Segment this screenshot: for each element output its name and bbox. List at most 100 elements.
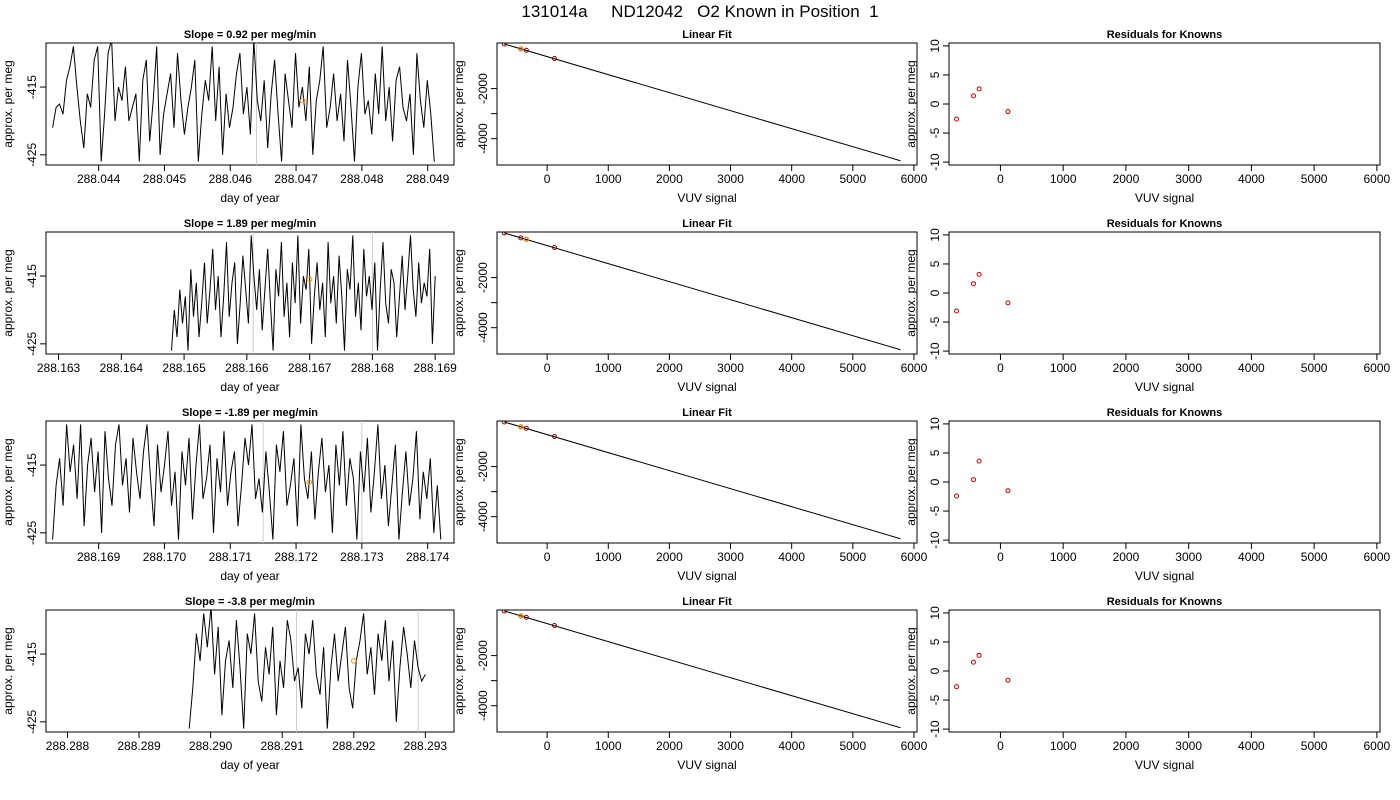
y-tick-label: 10 — [928, 417, 942, 431]
y-tick-label: -425 — [25, 521, 39, 545]
y-tick-label: 0 — [928, 478, 942, 485]
panel-r1-c1: Slope = 0.92 per meg/min day of year appro… — [1, 29, 455, 205]
y-axis-label: approx. per meg — [1, 438, 15, 525]
x-tick-label: 2000 — [1113, 550, 1140, 564]
x-tick-label: 288.163 — [37, 361, 81, 375]
y-tick-label: -2000 — [476, 451, 490, 482]
y-axis-label: approx. per meg — [1, 249, 15, 336]
x-tick-label: 288.288 — [46, 739, 90, 753]
y-tick-label: -415 — [25, 642, 39, 666]
x-tick-label: 5000 — [1301, 739, 1328, 753]
y-axis-label: approx. per meg — [1, 627, 15, 714]
x-tick-label: 0 — [544, 550, 551, 564]
x-tick-label: 288.172 — [274, 550, 318, 564]
highlight-point — [523, 236, 530, 242]
y-tick-label: 5 — [928, 260, 942, 267]
x-tick-label: 288.290 — [189, 739, 233, 753]
panel-title: Residuals for Knowns — [1107, 29, 1223, 41]
x-tick-label: 288.165 — [162, 361, 206, 375]
x-tick-label: 5000 — [839, 550, 866, 564]
plot-frame — [496, 609, 918, 733]
y-axis-label: approx. per meg — [904, 249, 918, 336]
panel-r3-c2: Linear Fit VUV signal approx. per meg 0 1000… — [452, 407, 928, 583]
plot-area — [954, 271, 1011, 314]
x-axis-label: VUV signal — [677, 569, 736, 583]
data-point — [970, 93, 976, 99]
x-tick-label: 288.292 — [332, 739, 376, 753]
x-axis-label: day of year — [220, 191, 279, 205]
x-tick-label: 3000 — [1175, 361, 1202, 375]
panel-title: Slope = 0.92 per meg/min — [184, 29, 317, 41]
x-tick-label: 1000 — [595, 550, 622, 564]
x-tick-label: 6000 — [1364, 739, 1391, 753]
x-axis-label: VUV signal — [677, 758, 736, 772]
y-axis-label: approx. per meg — [904, 627, 918, 714]
x-tick-label: 288.293 — [404, 739, 448, 753]
x-tick-label: 4000 — [1238, 550, 1265, 564]
series-line — [171, 235, 436, 351]
plot-area — [954, 652, 1011, 690]
data-point — [501, 43, 507, 47]
fit-line — [504, 610, 901, 729]
panel-title: Slope = -1.89 per meg/min — [182, 407, 318, 419]
y-tick-label: -425 — [25, 143, 39, 167]
y-axis-label: approx. per meg — [452, 627, 466, 714]
panel-title: Residuals for Knowns — [1107, 218, 1223, 230]
x-tick-label: 5000 — [1301, 361, 1328, 375]
y-tick-label: 5 — [928, 638, 942, 645]
x-tick-label: 6000 — [1364, 172, 1391, 186]
x-tick-label: 5000 — [839, 739, 866, 753]
plot-area — [954, 86, 1011, 122]
y-tick-label: 10 — [928, 228, 942, 242]
y-tick-label: 10 — [928, 606, 942, 620]
x-tick-label: 0 — [544, 172, 551, 186]
x-tick-label: 1000 — [595, 361, 622, 375]
y-tick-label: -425 — [25, 332, 39, 356]
plot-frame — [948, 42, 1381, 166]
x-tick-label: 288.291 — [261, 739, 305, 753]
x-tick-label: 288.289 — [117, 739, 161, 753]
panel-title: Slope = 1.89 per meg/min — [184, 218, 317, 230]
x-tick-label: 3000 — [717, 739, 744, 753]
plot-frame — [948, 420, 1381, 544]
x-axis-label: VUV signal — [1135, 758, 1194, 772]
y-tick-label: -5 — [928, 316, 942, 327]
panel-r4-c3: Residuals for Knowns VUV signal approx. pe… — [904, 596, 1391, 772]
data-point — [954, 493, 960, 499]
y-axis-label: approx. per meg — [452, 438, 466, 525]
fit-line — [504, 43, 901, 162]
y-tick-label: -4000 — [476, 312, 490, 343]
series-line — [52, 424, 442, 540]
y-tick-label: -10 — [928, 153, 942, 171]
x-tick-label: 0 — [997, 550, 1004, 564]
highlight-point — [306, 479, 313, 485]
panel-r1-c2: Linear Fit VUV signal approx. per meg 0 1000… — [452, 29, 928, 205]
x-tick-label: 3000 — [717, 172, 744, 186]
x-tick-label: 4000 — [778, 361, 805, 375]
highlight-point — [518, 613, 524, 619]
plot-area — [501, 43, 901, 162]
panel-title: Linear Fit — [682, 596, 732, 608]
plot-area — [501, 610, 901, 729]
panel-r2-c3: Residuals for Knowns VUV signal approx. pe… — [904, 218, 1391, 394]
y-axis-label: approx. per meg — [904, 438, 918, 525]
x-tick-label: 288.047 — [274, 172, 318, 186]
y-axis-label: approx. per meg — [452, 249, 466, 336]
y-tick-label: -425 — [25, 710, 39, 734]
data-point — [523, 425, 529, 431]
x-tick-label: 6000 — [901, 550, 928, 564]
panel-r3-c1: Slope = -1.89 per meg/min day of year appr… — [1, 407, 455, 583]
x-tick-label: 2000 — [1113, 361, 1140, 375]
panel-r4-c1: Slope = -3.8 per meg/min day of year appro… — [1, 596, 455, 772]
panel-title: Residuals for Knowns — [1107, 407, 1223, 419]
data-point — [501, 421, 507, 425]
x-tick-label: 288.049 — [406, 172, 450, 186]
y-axis-label: approx. per meg — [1, 60, 15, 147]
x-tick-label: 3000 — [717, 550, 744, 564]
x-tick-label: 1000 — [1050, 361, 1077, 375]
highlight-point — [306, 276, 313, 283]
fit-line — [504, 421, 901, 540]
x-tick-label: 288.046 — [209, 172, 253, 186]
highlight-point — [518, 46, 524, 52]
panel-title: Linear Fit — [682, 218, 732, 230]
